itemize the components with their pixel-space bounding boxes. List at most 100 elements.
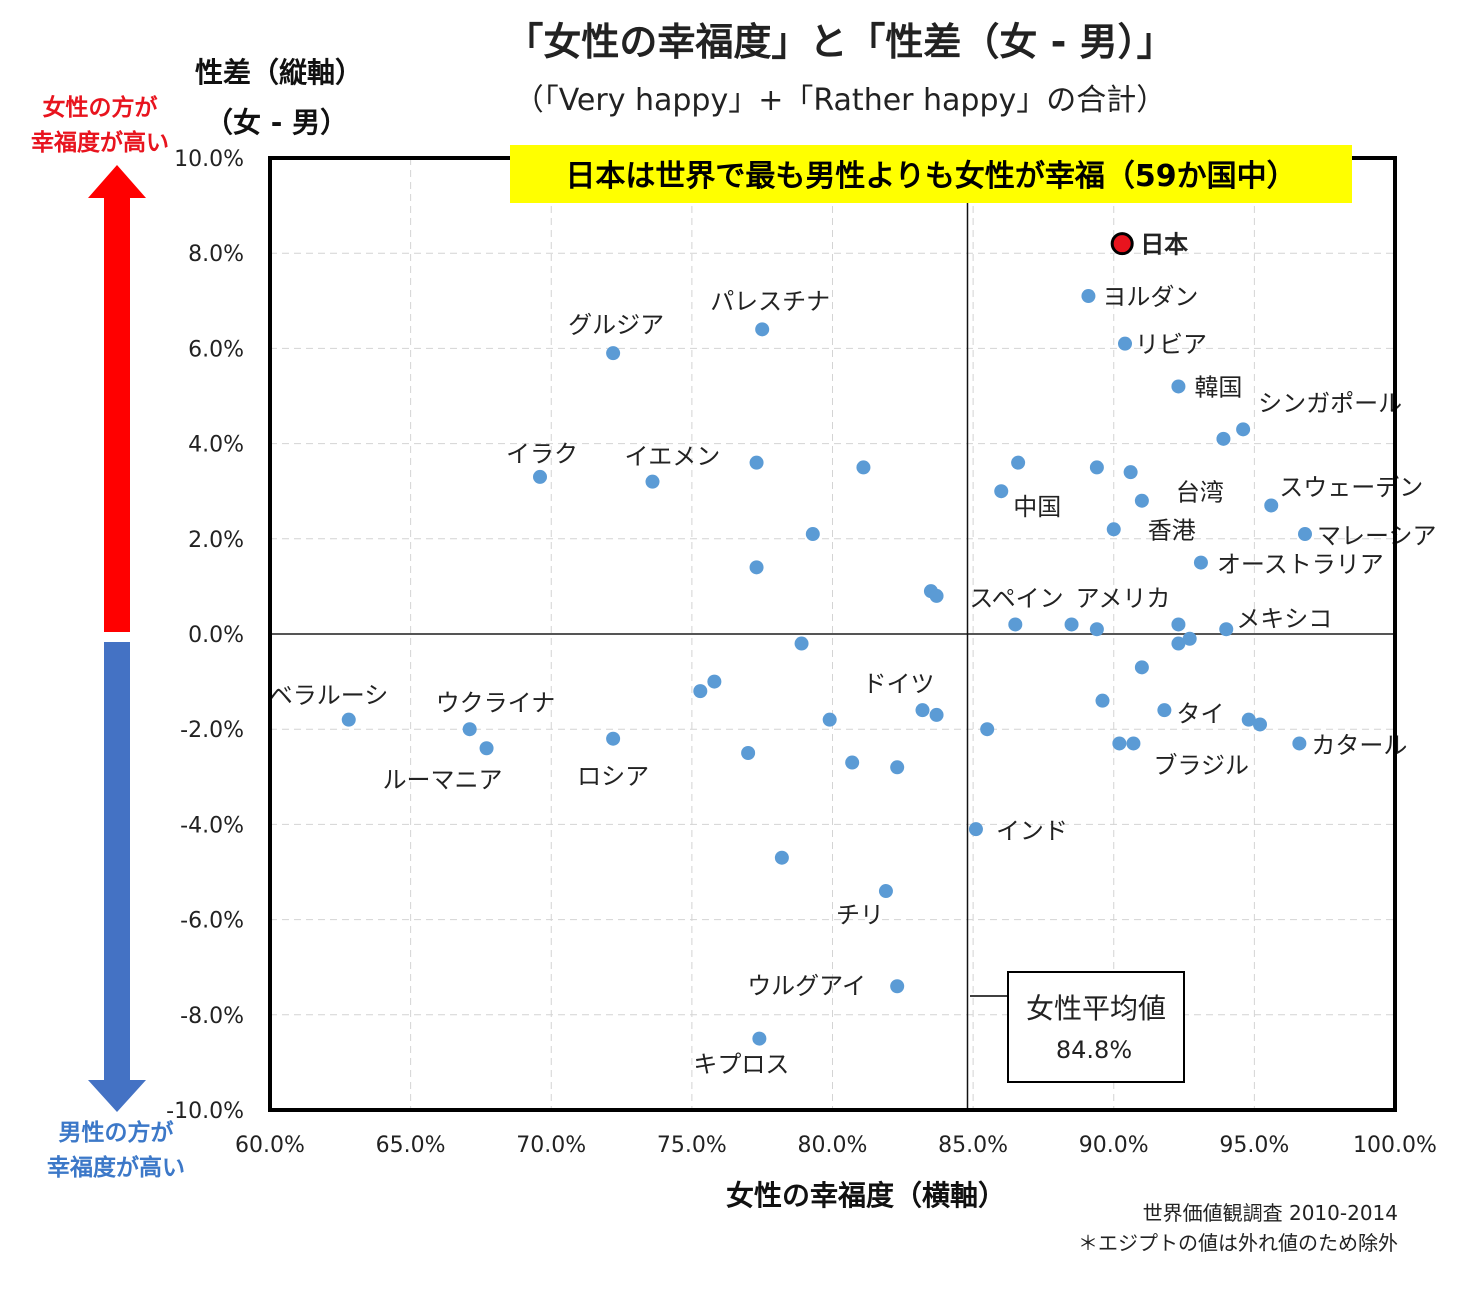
data-point (774, 850, 789, 865)
point-label: ルーマニア (383, 766, 503, 794)
point-japan (1110, 232, 1134, 256)
side-bottom-line1: 男性の方が (59, 1119, 174, 1146)
data-point (1095, 693, 1110, 708)
data-point (805, 527, 820, 542)
y-axis-title-line2: （女 - 男） (205, 106, 348, 139)
point-label: ベラルーシ (269, 682, 389, 710)
x-tick-label: 75.0% (657, 1133, 727, 1158)
x-tick-label: 60.0% (235, 1133, 305, 1158)
data-point (1216, 431, 1231, 446)
y-tick-label: -10.0% (166, 1099, 244, 1124)
point-label: マレーシア (1317, 522, 1437, 550)
data-point (1134, 660, 1149, 675)
data-point (645, 474, 660, 489)
data-point (1171, 379, 1186, 394)
point-label: 香港 (1148, 516, 1196, 544)
banner-text: 日本は世界で最も男性よりも女性が幸福（59か国中） (565, 159, 1296, 194)
data-point (890, 979, 905, 994)
data-point (693, 684, 708, 699)
data-point (749, 455, 764, 470)
data-point (845, 755, 860, 770)
point-label: 日本 (1140, 231, 1188, 259)
data-point (890, 760, 905, 775)
data-point (1193, 555, 1208, 570)
x-tick-label: 85.0% (938, 1133, 1008, 1158)
data-point (1089, 460, 1104, 475)
point-label: スウェーデン (1279, 473, 1423, 501)
y-tick-label: -6.0% (180, 909, 244, 934)
avg-box-value: 84.8% (1056, 1036, 1132, 1064)
side-top-line1: 女性の方が (43, 94, 158, 121)
data-point (1123, 465, 1138, 480)
source-line2: ＊エジプトの値は外れ値のため除外 (1078, 1231, 1398, 1255)
data-point (1106, 522, 1121, 537)
data-point (1118, 336, 1132, 351)
point-label: キプロス (693, 1051, 789, 1079)
data-point (741, 746, 756, 760)
data-point (749, 560, 764, 575)
avg-box (1007, 971, 1185, 1083)
y-tick-label: 8.0% (188, 242, 244, 267)
data-point (1011, 455, 1026, 470)
point-label: 韓国 (1194, 373, 1242, 401)
point-label: インド (996, 817, 1068, 845)
x-tick-label: 95.0% (1219, 1133, 1289, 1158)
data-point (1171, 636, 1186, 651)
y-tick-label: 2.0% (188, 528, 244, 553)
data-point (994, 484, 1009, 499)
point-label: グルジア (568, 311, 664, 339)
data-point (341, 712, 356, 727)
chart-title: 「女性の幸福度」と「性差（女 - 男）」 (505, 20, 1174, 64)
side-top-line2: 幸福度が高い (31, 129, 169, 156)
point-label: スペイン (969, 584, 1063, 612)
point-label: ヨルダン (1102, 283, 1198, 311)
chart-subtitle: （「Very happy」+「Rather happy」の合計） (514, 83, 1167, 118)
avg-box-label: 女性平均値 (1026, 992, 1166, 1025)
data-point (878, 884, 893, 899)
data-point (1157, 703, 1172, 718)
banner-background (510, 145, 1352, 203)
data-point (1112, 736, 1127, 751)
point-label: 台湾 (1176, 479, 1224, 507)
x-axis-title: 女性の幸福度（横軸） (726, 1179, 1006, 1212)
x-tick-label: 70.0% (516, 1133, 586, 1158)
data-point (929, 707, 944, 722)
data-point (968, 822, 983, 837)
data-point (606, 346, 621, 361)
data-point (1241, 712, 1256, 727)
up-arrow (88, 165, 146, 632)
data-point (752, 1031, 767, 1046)
point-label: アメリカ (1076, 584, 1171, 612)
data-point (794, 636, 809, 651)
y-tick-label: -8.0% (180, 1004, 244, 1029)
data-point (980, 722, 995, 737)
down-arrow (88, 642, 146, 1112)
y-tick-label: 10.0% (174, 147, 244, 172)
point-label: カタール (1311, 731, 1407, 759)
y-axis-title-line1: 性差（縦軸） (195, 56, 363, 89)
data-point (929, 588, 944, 603)
point-label: ウルグアイ (747, 972, 866, 1000)
y-tick-label: -2.0% (180, 718, 244, 743)
point-label: チリ (836, 901, 884, 929)
point-label: シンガポール (1258, 389, 1402, 417)
point-label: ドイツ (863, 670, 935, 698)
data-point (533, 469, 547, 484)
data-point (1253, 717, 1267, 732)
data-points (341, 232, 1312, 1046)
y-tick-label: -4.0% (180, 813, 244, 838)
y-tick-label: 6.0% (188, 337, 244, 362)
side-bottom-line2: 幸福度が高い (47, 1154, 185, 1181)
x-tick-label: 100.0% (1353, 1133, 1437, 1158)
point-label: ロシア (577, 763, 649, 791)
data-point (1298, 527, 1312, 542)
y-tick-label: 0.0% (188, 623, 244, 648)
data-point (606, 731, 621, 746)
data-point (1236, 422, 1251, 437)
data-point (1008, 617, 1023, 632)
data-point (1064, 617, 1079, 632)
data-point (856, 460, 871, 475)
data-point (1089, 622, 1104, 637)
data-point (1219, 622, 1234, 637)
